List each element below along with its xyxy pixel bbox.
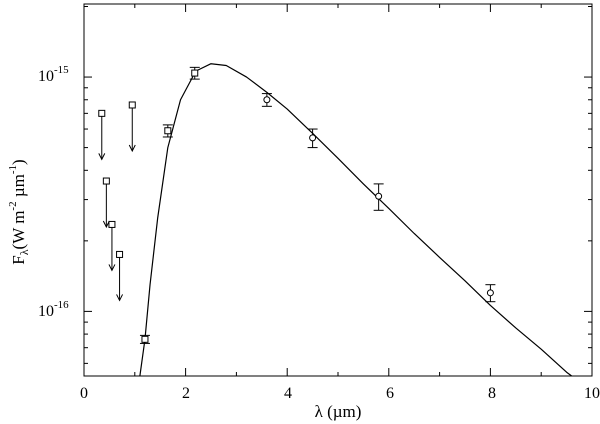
model-sed-curve xyxy=(139,63,573,377)
x-tick-label: 2 xyxy=(182,385,190,402)
upper-limit-point xyxy=(98,109,106,117)
x-tick-label: 8 xyxy=(488,385,496,402)
plot-frame xyxy=(83,3,593,377)
y-tick-labels: 10-15 10-16 xyxy=(38,64,69,320)
upper-limit-point xyxy=(116,250,124,258)
upper-limit-arrowhead xyxy=(128,144,136,153)
data-point-circle xyxy=(486,289,494,297)
data-point-square xyxy=(141,335,149,343)
data-point-circle xyxy=(309,134,317,142)
upper-limit-point xyxy=(102,177,110,185)
upper-limit-point xyxy=(108,220,116,228)
x-tick-label: 0 xyxy=(80,385,88,402)
upper-limit-arrowhead xyxy=(116,294,124,302)
x-tick-labels: 0 2 4 6 8 10 xyxy=(80,385,600,402)
model-curve-layer xyxy=(139,63,573,377)
data-point-square xyxy=(191,69,199,77)
upper-limit-arrowhead xyxy=(108,264,116,272)
upper-limit-point xyxy=(128,101,136,109)
y-axis-label: Fλ(W m-2 µm-1) xyxy=(7,159,31,264)
x-axis-label: λ (µm) xyxy=(315,402,362,421)
data-layer xyxy=(98,66,496,344)
x-tick-label: 6 xyxy=(386,385,394,402)
data-point-square xyxy=(164,127,172,135)
data-point-circle xyxy=(263,96,271,104)
y-tick-label: 10-15 xyxy=(38,64,69,85)
x-tick-label: 4 xyxy=(284,385,292,402)
tick-marks xyxy=(83,4,593,376)
y-tick-label: 10-16 xyxy=(38,299,69,320)
upper-limit-arrowhead xyxy=(102,220,110,229)
data-point-circle xyxy=(375,192,383,200)
upper-limit-arrowhead xyxy=(98,153,106,161)
x-tick-label: 10 xyxy=(584,385,600,402)
